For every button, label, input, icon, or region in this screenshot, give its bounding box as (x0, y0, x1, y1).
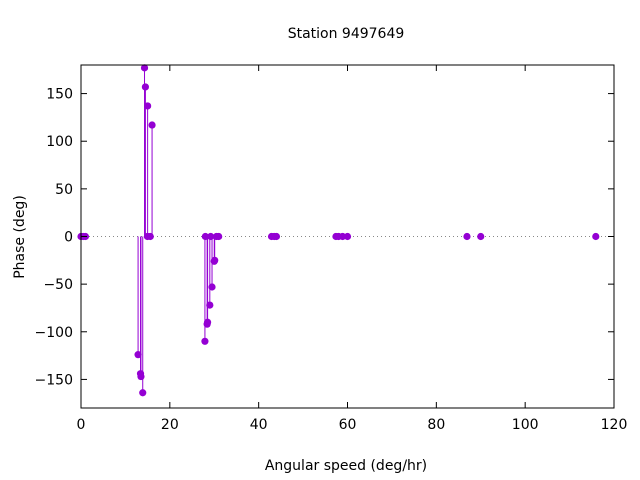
y-tick-label: −100 (35, 325, 73, 341)
data-point (215, 232, 223, 241)
data-point (207, 232, 215, 241)
y-tick-label: 150 (46, 87, 73, 103)
y-tick-label: 100 (46, 134, 73, 150)
data-point (140, 64, 149, 72)
data-point (148, 121, 156, 129)
y-axis: −150 −100 −50 0 50 100 150 (35, 87, 614, 388)
data-point (141, 83, 150, 91)
x-tick-label: 0 (77, 417, 86, 433)
x-axis-label: Angular speed (deg/hr) (265, 458, 427, 474)
data-point (592, 232, 600, 241)
data-point (343, 232, 352, 241)
data-point (272, 232, 281, 241)
data-point (146, 232, 154, 241)
x-tick-label: 120 (601, 417, 628, 433)
x-tick-label: 100 (512, 417, 539, 433)
data-point (477, 232, 485, 241)
y-tick-label: 0 (64, 230, 73, 246)
data-point (206, 301, 214, 309)
data-point (201, 232, 209, 241)
data-point (139, 389, 147, 397)
y-tick-label: 50 (55, 182, 73, 198)
data-point (463, 232, 471, 241)
x-tick-label: 40 (250, 417, 268, 433)
x-tick-label: 60 (339, 417, 357, 433)
data-point (137, 372, 145, 381)
data-point (201, 337, 209, 345)
data-point (203, 318, 212, 326)
y-tick-label: −50 (43, 277, 73, 293)
data-point (208, 283, 216, 291)
x-tick-label: 20 (161, 417, 179, 433)
x-axis: 0 20 40 60 80 100 120 (77, 65, 628, 433)
x-tick-label: 80 (427, 417, 445, 433)
data-point (134, 351, 142, 359)
chart-title: Station 9497649 (288, 26, 405, 42)
y-axis-label: Phase (deg) (12, 195, 28, 279)
impulse-layer (137, 67, 216, 393)
data-point (144, 102, 152, 110)
y-tick-label: −150 (35, 372, 73, 388)
point-layer (77, 64, 600, 397)
data-point (211, 256, 219, 264)
